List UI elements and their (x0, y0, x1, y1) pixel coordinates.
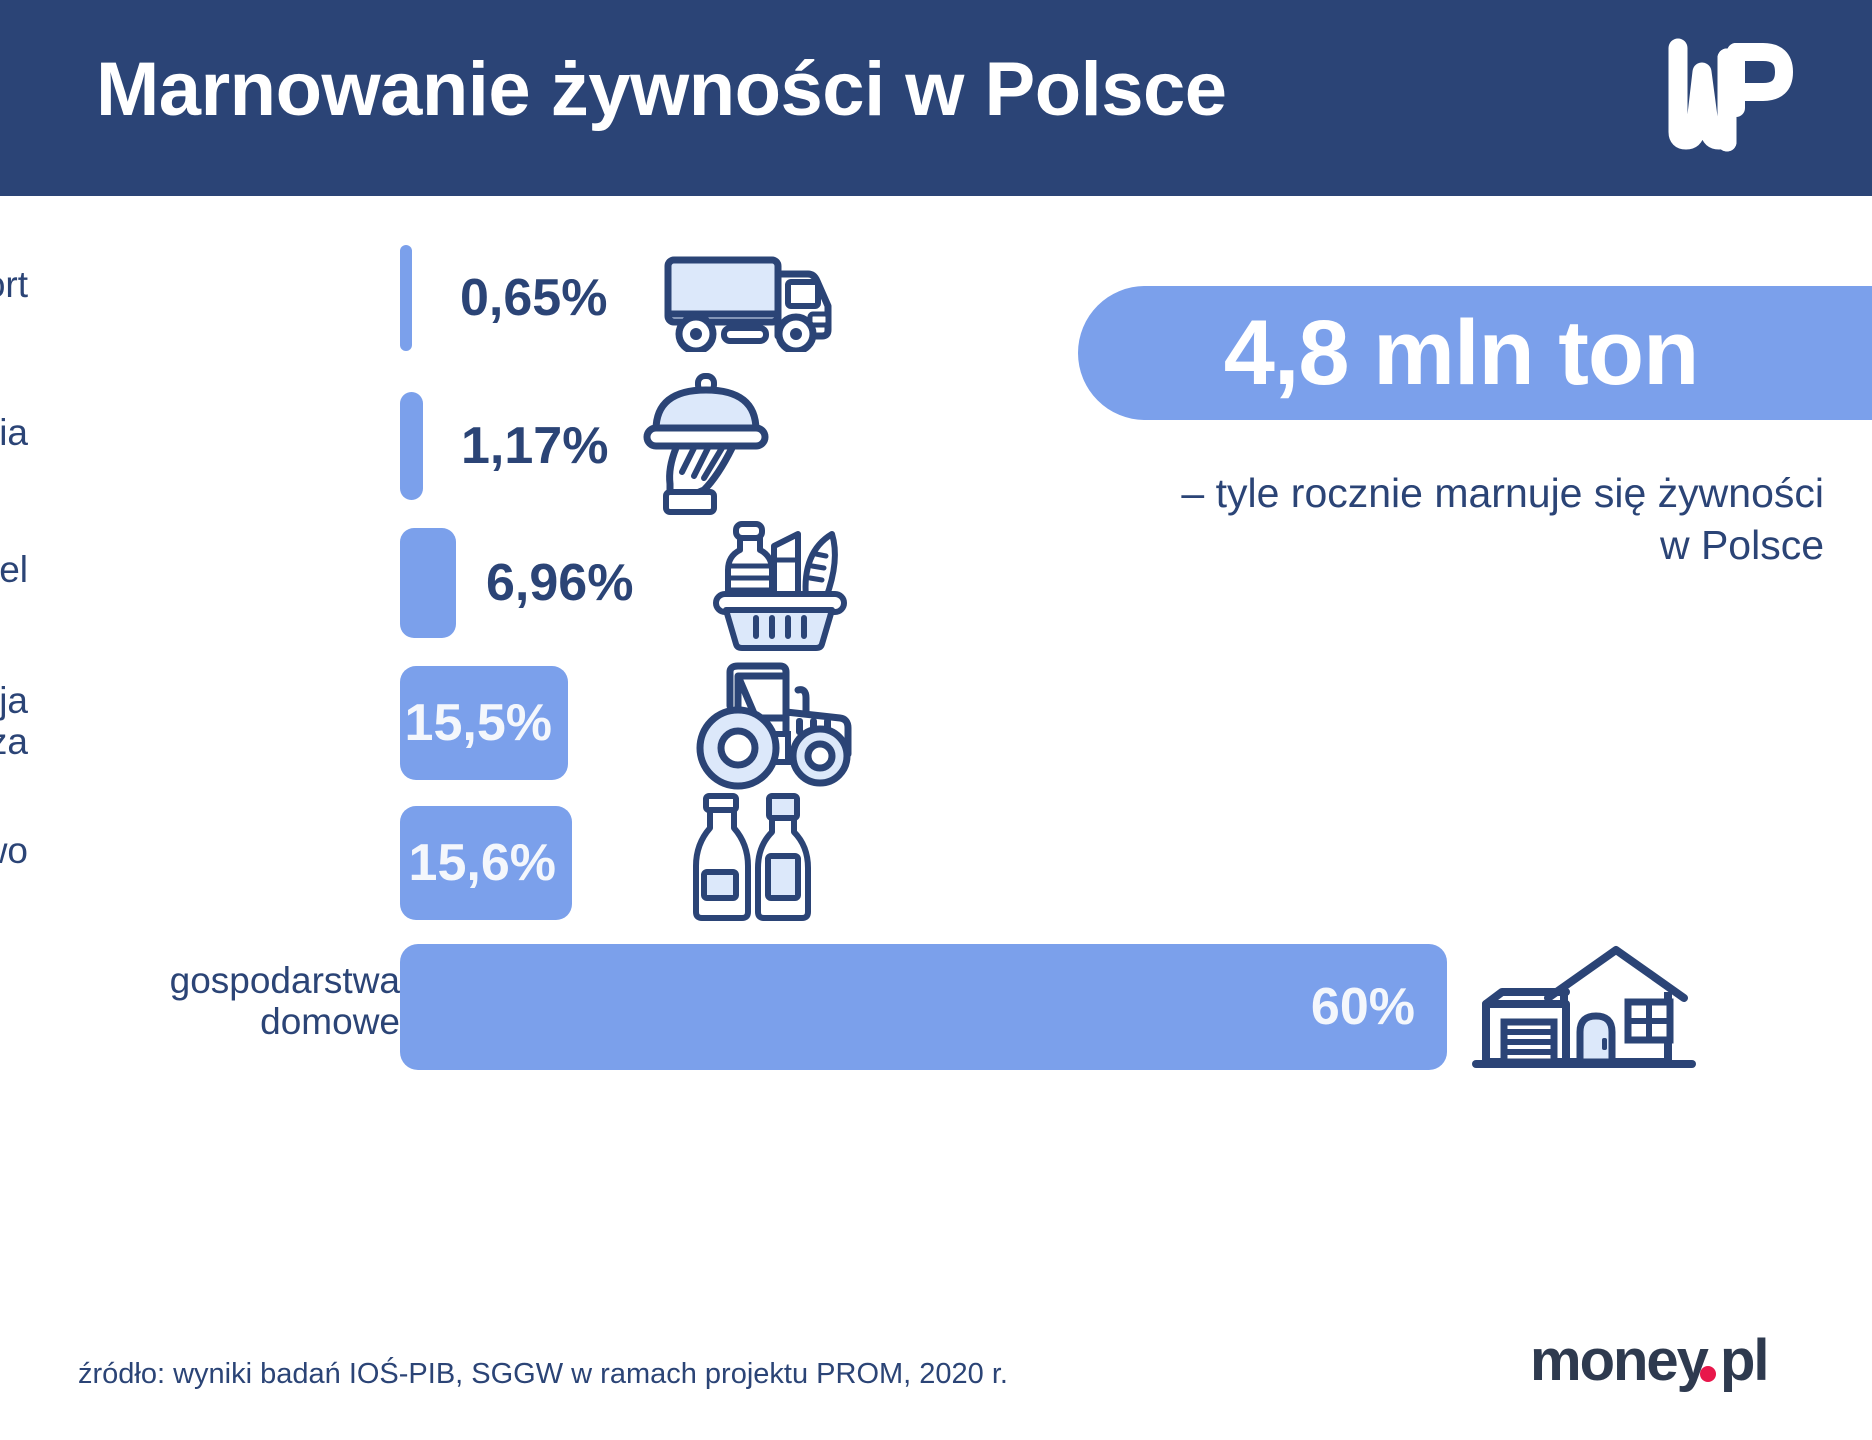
bar-wrap-produkcja-rolnicza: 15,5% (400, 658, 568, 788)
bar-wrap-gospodarstwa-domowe: 60% (400, 934, 1447, 1080)
header-bar: Marnowanie żywności w Polsce (0, 0, 1872, 196)
bar-chart: transport 0,65% (0, 196, 1872, 1286)
chart-row: gastronomia 1,17% (0, 373, 1500, 515)
wp-logo (1664, 36, 1794, 154)
shopping-basket-icon (706, 512, 852, 654)
bar-value-transport: 0,65% (460, 269, 608, 327)
chart-row: handel 6,96% (0, 514, 1500, 652)
money-pl-logo: money pl (1530, 1328, 1798, 1394)
bar-value-gastronomia: 1,17% (461, 417, 609, 475)
callout-value: 4,8 mln ton (1223, 301, 1700, 404)
chart-row: transport 0,65% (0, 234, 1500, 362)
chart-row: przetwórstwo 15,6% (0, 793, 1500, 928)
bar-wrap-przetworstwo: 15,6% (400, 798, 572, 928)
callout-box: 4,8 mln ton (1078, 286, 1872, 420)
source-note: źródło: wyniki badań IOŚ-PIB, SGGW w ram… (78, 1358, 1008, 1390)
chart-row: gospodarstwa domowe 60% (0, 934, 1872, 1080)
callout-caption: – tyle rocznie marnuje się żywności w Po… (1181, 470, 1824, 568)
page-title: Marnowanie żywności w Polsce (96, 47, 1227, 132)
bar-wrap-handel: 6,96% (400, 514, 633, 652)
bar-value-produkcja-rolnicza: 15,5% (404, 694, 552, 752)
bar-value-przetworstwo: 15,6% (408, 834, 556, 892)
bar-label-handel: handel (0, 549, 28, 590)
bar-label-produkcja-rolnicza: produkcja rolnicza (0, 680, 28, 763)
bar-value-handel: 6,96% (486, 554, 634, 612)
bar-przetworstwo: 15,6% (400, 806, 572, 920)
bar-gospodarstwa-domowe: 60% (400, 944, 1447, 1070)
bar-label-gastronomia: gastronomia (0, 412, 28, 453)
bar-handel (400, 528, 456, 638)
house-icon (1470, 940, 1700, 1076)
svg-text:pl: pl (1720, 1332, 1768, 1393)
bar-value-gospodarstwa-domowe: 60% (1310, 978, 1415, 1036)
bar-gastronomia (400, 392, 423, 500)
bottles-icon (684, 790, 834, 930)
chart-row: produkcja rolnicza 15,5% (0, 656, 1500, 790)
svg-text:money: money (1530, 1332, 1709, 1393)
bar-produkcja-rolnicza: 15,5% (400, 666, 568, 780)
bar-label-przetworstwo: przetwórstwo (0, 830, 28, 871)
bar-label-transport: transport (0, 264, 28, 305)
bar-wrap-transport: 0,65% (400, 234, 607, 362)
tractor-icon (694, 656, 870, 790)
truck-icon (660, 248, 840, 352)
bar-wrap-gastronomia: 1,17% (400, 380, 608, 512)
cloche-icon (632, 372, 782, 516)
bar-transport (400, 245, 412, 351)
bar-label-gospodarstwa-domowe: gospodarstwa domowe (169, 960, 400, 1043)
